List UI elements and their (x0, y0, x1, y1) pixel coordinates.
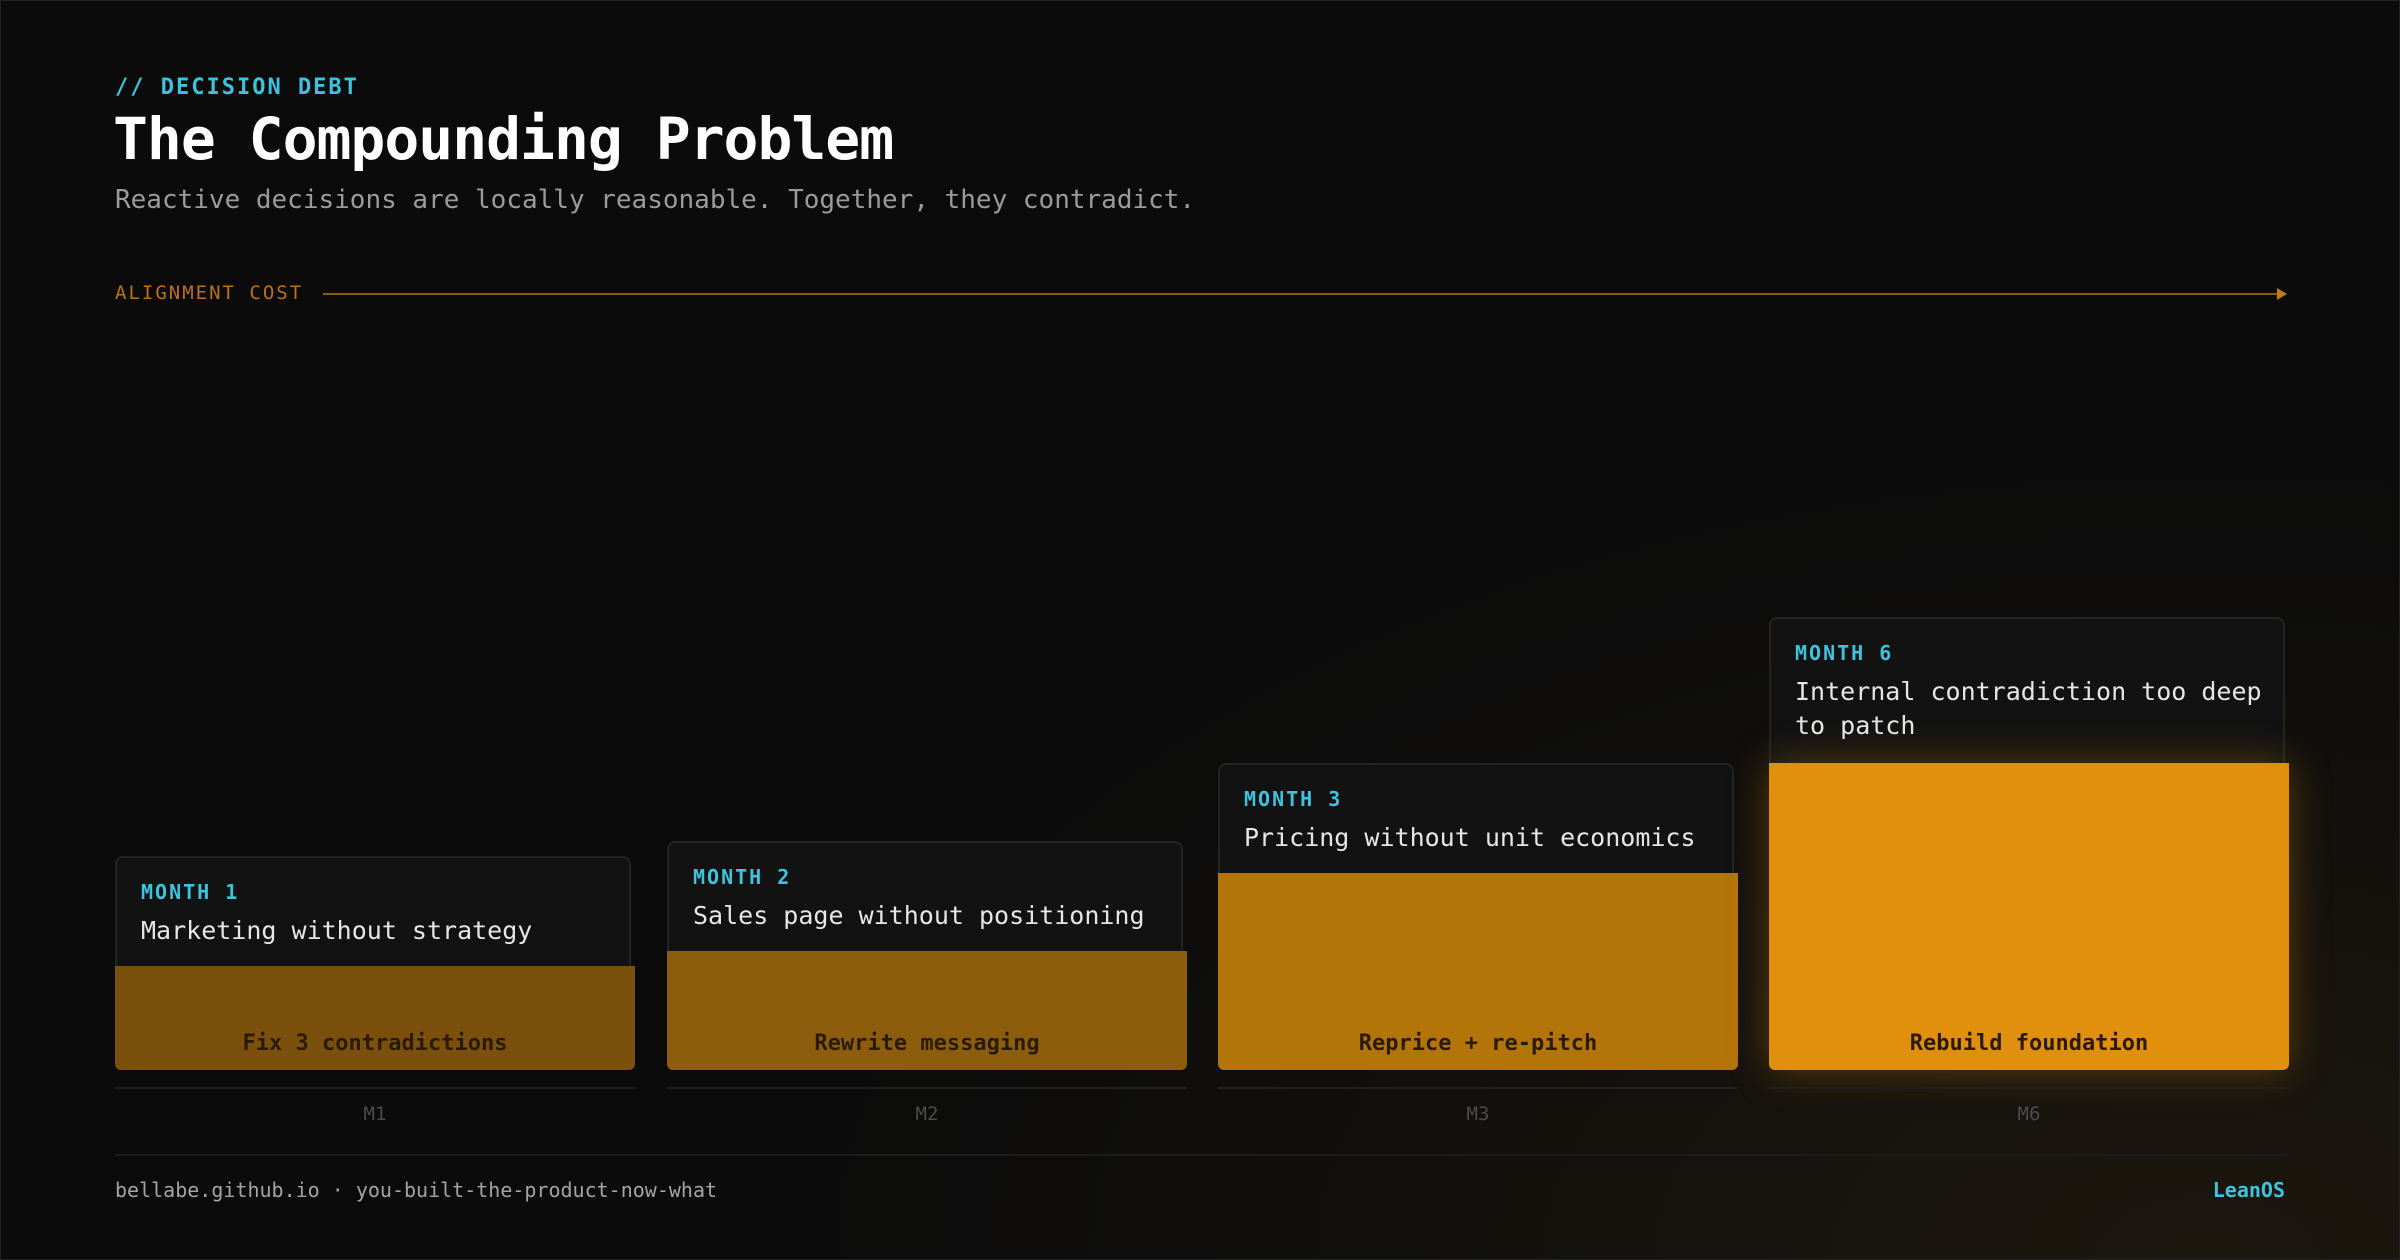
x-tick-label: M3 (1466, 1103, 1490, 1125)
decision-text: Pricing without unit economics (1244, 823, 1696, 852)
month-label: MONTH 2 (693, 865, 792, 889)
y-axis-label: ALIGNMENT COST (115, 282, 304, 304)
decision-card: MONTH 2 Sales page without positioning (667, 841, 1183, 951)
page-title: The Compounding Problem (113, 105, 894, 173)
footer-source: bellabe.github.io · you-built-the-produc… (115, 1178, 718, 1202)
month-label: MONTH 6 (1795, 641, 1894, 665)
footer-divider (115, 1154, 2287, 1156)
baseline (1218, 1087, 1738, 1089)
month-label: MONTH 3 (1244, 787, 1343, 811)
decision-card: MONTH 3 Pricing without unit economics (1218, 763, 1734, 873)
cost-bar: Reprice + re-pitch (1218, 873, 1738, 1070)
x-tick-label: M6 (2017, 1103, 2041, 1125)
decision-text: Marketing without strategy (141, 916, 533, 945)
footer-brand: LeanOS (2212, 1178, 2285, 1202)
baseline (115, 1087, 635, 1089)
month-label: MONTH 1 (141, 880, 240, 904)
cost-bar: Fix 3 contradictions (115, 966, 635, 1070)
fix-label: Rebuild foundation (1909, 1031, 2149, 1056)
x-tick-label: M1 (363, 1103, 387, 1125)
axis-arrow-line (323, 293, 2281, 295)
cost-bar: Rebuild foundation (1769, 763, 2289, 1070)
section-kicker: // DECISION DEBT (115, 75, 359, 100)
arrow-head-icon (2277, 288, 2287, 300)
decision-text: Internal contradiction too deep to patch (1795, 677, 2262, 740)
fix-label: Fix 3 contradictions (242, 1031, 508, 1056)
page-subtitle: Reactive decisions are locally reasonabl… (115, 185, 1196, 215)
x-tick-label: M2 (915, 1103, 939, 1125)
decision-text: Sales page without positioning (693, 901, 1145, 930)
cost-bar: Rewrite messaging (667, 951, 1187, 1070)
decision-card: MONTH 1 Marketing without strategy (115, 856, 631, 966)
decision-card: MONTH 6 Internal contradiction too deep t… (1769, 617, 2285, 763)
fix-label: Rewrite messaging (814, 1031, 1040, 1056)
baseline (1769, 1087, 2289, 1089)
fix-label: Reprice + re-pitch (1358, 1031, 1598, 1056)
baseline (667, 1087, 1187, 1089)
